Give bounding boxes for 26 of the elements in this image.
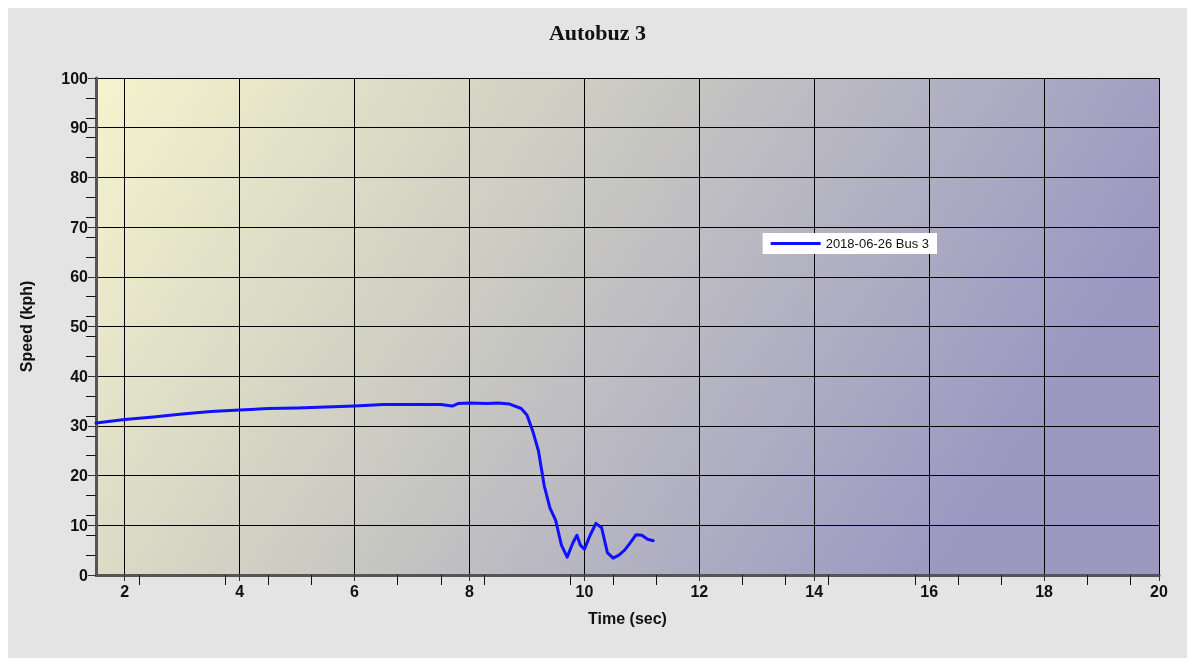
chart-title: Autobuz 3 bbox=[548, 19, 647, 45]
x-tick-label: 16 bbox=[920, 582, 939, 600]
y-tick-label: 50 bbox=[70, 318, 89, 335]
y-tick-label: 90 bbox=[70, 119, 89, 137]
x-tick-label: 10 bbox=[575, 582, 594, 600]
x-tick-label: 18 bbox=[1035, 582, 1054, 600]
y-tick-label: 60 bbox=[70, 268, 89, 286]
y-tick-label: 40 bbox=[70, 367, 89, 385]
line-series bbox=[94, 401, 655, 560]
x-tick-label: 6 bbox=[350, 582, 360, 600]
legend-label: 2018-06-26 Bus 3 bbox=[825, 236, 930, 251]
y-tick-label: 20 bbox=[70, 467, 89, 485]
x-tick-label: 4 bbox=[235, 582, 245, 600]
x-tick-label: 8 bbox=[465, 582, 475, 600]
y-axis-title: Speed (kph) bbox=[17, 280, 35, 373]
x-tick-label: 12 bbox=[690, 582, 709, 600]
x-tick-label: 20 bbox=[1150, 582, 1168, 600]
y-tick-label: 100 bbox=[61, 69, 89, 87]
y-tick-label: 70 bbox=[70, 218, 89, 236]
x-tick-label: 14 bbox=[805, 582, 824, 600]
y-tick-label: 30 bbox=[70, 417, 89, 435]
y-tick-label: 0 bbox=[79, 566, 89, 584]
y-tick-label: 80 bbox=[70, 168, 89, 186]
x-tick-label: 2 bbox=[120, 582, 130, 600]
x-axis-title: Time (sec) bbox=[588, 609, 667, 627]
y-tick-label: 10 bbox=[70, 516, 89, 534]
